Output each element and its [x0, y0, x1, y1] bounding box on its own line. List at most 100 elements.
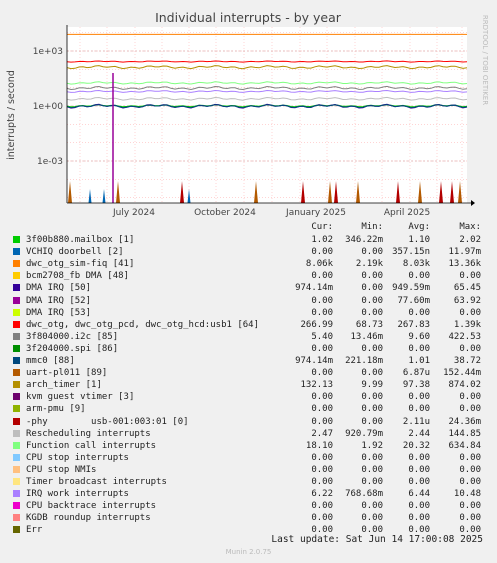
legend-value-min: 0.00: [361, 392, 383, 403]
legend-series-name: -phy usb-001:003:01 [0]: [26, 416, 189, 427]
legend-series-name: Function call interrupts: [26, 440, 157, 451]
legend-value-max: 0.00: [459, 343, 481, 354]
legend-swatch: [13, 357, 20, 364]
legend-series-name: IRQ work interrupts: [26, 489, 129, 500]
legend-value-avg: 97.38: [402, 380, 430, 391]
legend-value-cur: 0.00: [311, 416, 333, 427]
legend-row: arm-pmu [9] 0.00 0.00 0.00 0.00: [13, 403, 483, 415]
legend-value-max: 0.00: [459, 392, 481, 403]
legend-row: DMA IRQ [52] 0.00 0.00 77.60m 63.92: [13, 295, 483, 307]
series-spike-phy: [180, 181, 184, 203]
legend-value-avg: 357.15n: [392, 247, 430, 258]
legend-value-max: 422.53: [448, 331, 481, 342]
legend-value-cur: 0.00: [311, 404, 333, 415]
legend-value-min: 0.00: [361, 247, 383, 258]
legend-series-name: DMA IRQ [53]: [26, 307, 92, 318]
legend-swatch: [13, 296, 20, 304]
legend-value-min: 68.73: [355, 319, 383, 330]
legend-header-max: Max:: [459, 222, 481, 232]
y-tick-label: 1e+00: [33, 102, 64, 112]
legend-series-name: CPU backtrace interrupts: [26, 501, 157, 512]
legend-value-avg: 1.01: [408, 356, 430, 366]
x-axis-arrow: [471, 200, 475, 206]
series-line-mmc0: [66, 104, 468, 109]
legend-value-cur: 0.00: [311, 477, 333, 487]
legend-row: KGDB roundup interrupts 0.00 0.00 0.00 0.00: [13, 512, 483, 524]
legend-swatch: [13, 478, 20, 485]
legend-series-name: uart-pl011 [89]: [26, 368, 108, 379]
legend-series-name: dwc_otg, dwc_otg_pcd, dwc_otg_hcd:usb1 […: [26, 319, 259, 330]
legend-value-cur: 5.40: [311, 331, 333, 342]
legend-value-cur: 0.00: [311, 295, 333, 306]
legend-value-cur: 0.00: [311, 501, 333, 512]
legend-value-cur: 974.14m: [295, 356, 333, 366]
legend-value-cur: 0.00: [311, 464, 333, 475]
series-spike-uart: [254, 181, 258, 203]
legend-value-max: 10.48: [453, 489, 481, 500]
series-line-irq-work: [66, 89, 468, 93]
legend-series-name: arch_timer [1]: [26, 380, 102, 391]
legend-value-min: 1.92: [361, 440, 383, 451]
legend-series-name: arm-pmu [9]: [26, 404, 86, 415]
series-line-rescheduling: [66, 96, 468, 101]
series-line-dwc-otg-usb1: [66, 60, 468, 63]
y-axis-label: interrupts / second: [6, 70, 17, 160]
legend-value-max: 0.00: [459, 525, 481, 536]
legend-value-max: 63.92: [453, 295, 481, 306]
legend-value-avg: 6.44: [408, 489, 430, 500]
legend-header-avg: Avg:: [408, 222, 430, 232]
legend-value-avg: 0.00: [408, 452, 430, 463]
legend-row: VCHIQ doorbell [2] 0.00 0.00 357.15n 11.97m: [13, 246, 483, 258]
legend-value-cur: 266.99: [300, 319, 333, 330]
legend-value-max: 24.36m: [448, 416, 481, 427]
x-tick-label: January 2025: [285, 208, 346, 218]
legend-value-avg: 0.00: [408, 343, 430, 354]
legend-swatch: [13, 502, 20, 510]
legend-value-cur: 0.00: [311, 368, 333, 379]
legend-row: dwc_otg, dwc_otg_pcd, dwc_otg_hcd:usb1 […: [13, 319, 483, 331]
legend-swatch: [13, 344, 20, 352]
legend-value-cur: 0.00: [311, 307, 333, 318]
legend-value-min: 0.00: [361, 283, 383, 294]
legend-value-avg: 0.00: [408, 501, 430, 512]
series-spike-phy: [450, 181, 454, 203]
legend-row: arch_timer [1] 132.13 9.99 97.38 874.02: [13, 379, 483, 391]
series-line-arch-timer: [66, 65, 468, 70]
series-line-function-call: [66, 81, 468, 85]
legend-header-cur: Cur:: [311, 222, 333, 232]
legend-swatch: [13, 441, 20, 449]
legend-value-cur: 0.00: [311, 525, 333, 536]
legend-row: Rescheduling interrupts 2.47 920.79m 2.44 14…: [13, 428, 483, 440]
y-tick-label: 1e+03: [33, 47, 63, 57]
legend-series-name: CPU stop NMIs: [26, 464, 97, 475]
legend-value-cur: 0.00: [311, 392, 333, 403]
legend-row: 3f804000.i2c [85] 5.40 13.46m 9.60 422.53: [13, 331, 483, 343]
legend-row: CPU stop interrupts 0.00 0.00 0.00 0.00: [13, 452, 483, 464]
legend-row: DMA IRQ [53] 0.00 0.00 0.00 0.00: [13, 307, 483, 319]
legend-series-name: mmc0 [88]: [26, 356, 75, 366]
legend-value-cur: 8.06k: [305, 259, 333, 270]
series-spike-uart: [68, 181, 72, 203]
chart-area: 1e+03 1e+00 1e-03 July 2024 October 2024 Janu…: [6, 10, 489, 218]
legend-value-max: 0.00: [459, 452, 481, 463]
legend-swatch: [13, 453, 20, 461]
legend-value-cur: 6.22: [311, 489, 333, 500]
legend-swatch: [13, 320, 20, 328]
legend-series-name: CPU stop interrupts: [26, 452, 129, 463]
legend-value-min: 0.00: [361, 295, 383, 306]
legend-value-max: 0.00: [459, 477, 481, 487]
legend-value-max: 144.85: [448, 428, 481, 439]
legend-row: mmc0 [88] 974.14m 221.18m 1.01 38.72: [13, 355, 483, 367]
legend-value-min: 346.22m: [345, 235, 383, 245]
series-spike-doorbell: [88, 189, 92, 203]
legend-row: Timer broadcast interrupts 0.00 0.00 0.00 0.…: [13, 476, 483, 488]
series-spike-uart: [418, 181, 422, 203]
legend-value-avg: 20.32: [402, 440, 430, 451]
legend-value-min: 0.00: [361, 477, 383, 487]
legend-value-max: 38.72: [453, 356, 481, 366]
legend-value-avg: 0.00: [408, 307, 430, 318]
legend-swatch: [13, 490, 20, 498]
legend-value-min: 0.00: [361, 452, 383, 463]
legend-value-avg: 0.00: [408, 513, 430, 524]
legend-row: Err 0.00 0.00 0.00 0.00: [13, 524, 483, 536]
